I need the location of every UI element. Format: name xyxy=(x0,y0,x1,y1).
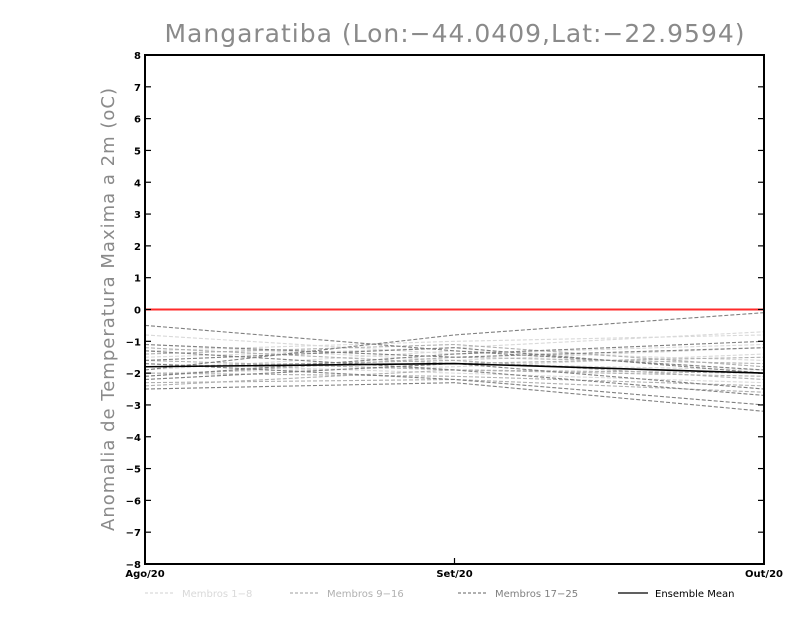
y-tick-label: 1 xyxy=(134,274,141,285)
member-line xyxy=(144,343,765,358)
ensemble-mean-line xyxy=(144,362,765,374)
y-tick-label: 4 xyxy=(134,178,141,189)
y-tick-label: 0 xyxy=(134,306,141,317)
member-line xyxy=(144,334,765,352)
y-tick-label: −2 xyxy=(126,369,141,380)
legend: Membros 1−8 Membros 9−16 Membros 17−25 Ense… xyxy=(145,589,734,600)
x-axis-ticks: Ago/20 Set/20 Out/20 xyxy=(125,558,783,580)
member-line xyxy=(144,382,765,412)
y-tick-label: −8 xyxy=(126,560,141,571)
y-tick-label: 7 xyxy=(134,83,141,94)
legend-label: Membros 17−25 xyxy=(495,589,578,600)
member-line xyxy=(144,347,765,374)
member-line xyxy=(144,350,765,396)
y-tick-label: −7 xyxy=(126,528,141,539)
y-tick-label: −3 xyxy=(126,401,141,412)
member-line xyxy=(144,363,765,384)
member-line xyxy=(144,363,765,406)
x-tick-label: Out/20 xyxy=(745,569,783,580)
member-line xyxy=(144,324,765,371)
y-tick-label: 3 xyxy=(134,210,141,221)
y-tick-label: 5 xyxy=(134,146,141,157)
member-line xyxy=(144,347,765,365)
chart-title: Mangaratiba (Lon:−44.0409,Lat:−22.9594) xyxy=(164,19,745,48)
member-line xyxy=(144,312,765,371)
y-tick-label: 2 xyxy=(134,242,141,253)
x-tick-label: Ago/20 xyxy=(125,569,164,580)
y-tick-label: −5 xyxy=(126,465,141,476)
y-tick-label: 6 xyxy=(134,115,141,126)
member-line xyxy=(144,356,765,377)
y-tick-label: −6 xyxy=(126,496,141,507)
member-line xyxy=(144,359,765,381)
member-line xyxy=(144,369,765,387)
plot-lines xyxy=(144,308,765,412)
legend-label: Membros 9−16 xyxy=(327,589,404,600)
legend-label: Ensemble Mean xyxy=(655,589,734,600)
y-axis-label: Anomalia de Temperatura Maxima a 2m (oC) xyxy=(98,87,119,531)
y-tick-label: 8 xyxy=(134,51,141,62)
y-axis-ticks: −8 −7 −6 −5 −4 −3 −2 −1 0 1 2 3 4 5 6 7 8 xyxy=(126,51,764,571)
y-tick-label: −1 xyxy=(126,337,141,348)
member-line xyxy=(144,353,765,374)
x-tick-label: Set/20 xyxy=(436,569,472,580)
legend-label: Membros 1−8 xyxy=(182,589,252,600)
member-line xyxy=(144,334,765,355)
y-tick-label: −4 xyxy=(126,433,141,444)
